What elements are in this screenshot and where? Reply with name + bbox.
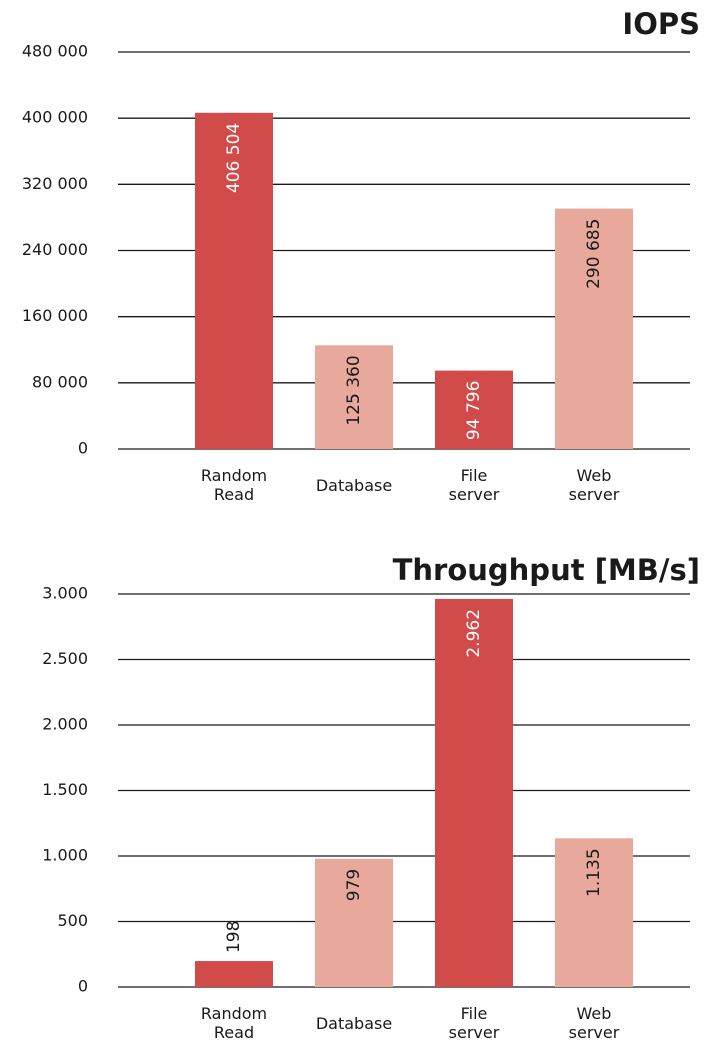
x-tick-label: Random Read: [200, 466, 268, 504]
value-label: 198: [224, 921, 244, 953]
chart-title: IOPS: [622, 7, 700, 41]
x-tick-label: File server: [448, 466, 500, 504]
x-tick-label: Database: [315, 476, 393, 495]
value-label: 979: [344, 869, 364, 901]
y-tick-label: 0: [78, 439, 88, 458]
bar: [195, 961, 273, 987]
value-label: 1.135: [584, 848, 604, 897]
x-tick-label: File server: [448, 1004, 500, 1042]
y-tick-label: 320 000: [22, 174, 88, 193]
y-tick-label: 80 000: [32, 372, 88, 391]
value-label: 2.962: [464, 609, 484, 658]
chart-title: Throughput [MB/s]: [393, 553, 700, 587]
y-tick-label: 2.500: [42, 649, 88, 668]
value-label: 125 360: [344, 355, 364, 425]
y-tick-label: 0: [78, 977, 88, 996]
y-tick-label: 480 000: [22, 42, 88, 61]
y-tick-label: 500: [57, 911, 88, 930]
bar: [435, 598, 513, 987]
y-tick-label: 400 000: [22, 108, 88, 127]
y-tick-label: 2.000: [42, 715, 88, 734]
x-tick-label: Database: [315, 1014, 393, 1033]
value-label: 406 504: [224, 123, 244, 193]
bar: [555, 838, 633, 987]
bar: [315, 858, 393, 987]
x-tick-label: Web server: [568, 466, 620, 504]
value-label: 94 796: [464, 381, 484, 440]
value-label: 290 685: [584, 219, 604, 289]
y-tick-label: 1.000: [42, 846, 88, 865]
bar: [555, 208, 633, 449]
bar: [195, 112, 273, 449]
y-tick-label: 1.500: [42, 780, 88, 799]
x-tick-label: Random Read: [200, 1004, 268, 1042]
y-tick-label: 240 000: [22, 240, 88, 259]
bar: [315, 345, 393, 449]
x-tick-label: Web server: [568, 1004, 620, 1042]
y-tick-label: 3.000: [42, 584, 88, 603]
y-tick-label: 160 000: [22, 306, 88, 325]
bar: [435, 370, 513, 449]
